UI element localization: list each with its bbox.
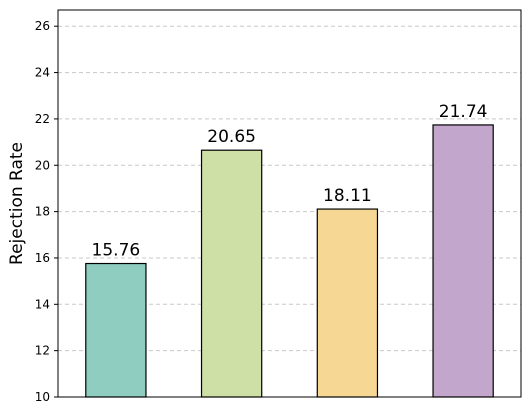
plot-frame: [57, 9, 522, 398]
y-tick-label: 22: [35, 112, 50, 126]
y-tick-label: 26: [35, 19, 50, 33]
bars-group: [85, 124, 494, 398]
bar: [85, 262, 147, 398]
y-tick-label: 24: [35, 66, 50, 80]
bar-value-label: 18.11: [323, 186, 372, 206]
y-axis-title: Rejection Rate: [7, 142, 27, 265]
y-axis-ticks: 10 12 14 16 18 20 22 24 26: [35, 19, 58, 404]
bar: [432, 124, 494, 398]
bar-value-label: 21.74: [439, 102, 488, 122]
bar: [200, 149, 263, 398]
bar: [316, 208, 379, 398]
y-tick-label: 10: [35, 390, 50, 404]
bar-value-label: 15.76: [92, 241, 141, 261]
y-tick-label: 18: [35, 205, 50, 219]
y-tick-label: 12: [35, 344, 50, 358]
y-tick-label: 16: [35, 251, 50, 265]
data-labels-group: 15.76 20.65 18.11 21.74: [92, 102, 488, 261]
y-tick-label: 20: [35, 158, 50, 172]
bar-value-label: 20.65: [207, 127, 256, 147]
y-tick-label: 14: [35, 297, 50, 311]
